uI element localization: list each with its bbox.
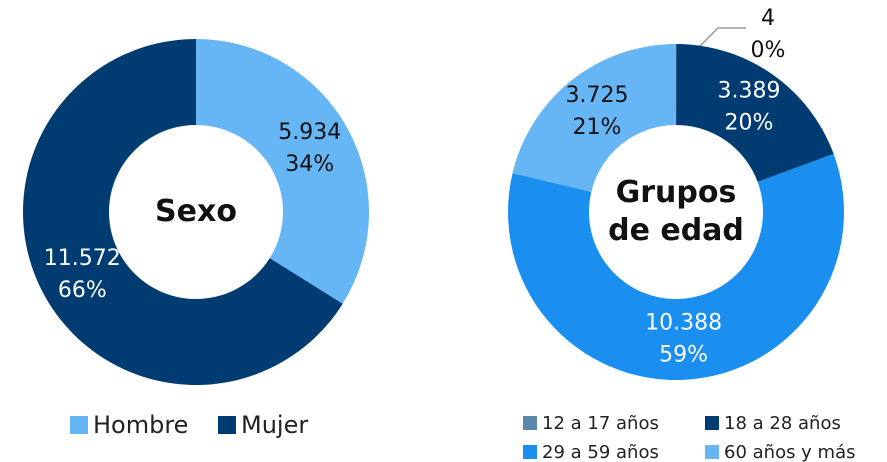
slice bbox=[512, 44, 676, 192]
legend-label: Hombre bbox=[93, 411, 188, 439]
legend-swatch bbox=[218, 416, 236, 434]
slice bbox=[508, 153, 844, 381]
value-label: 10.388 bbox=[645, 310, 722, 335]
chart-title: Grupos de edad bbox=[608, 175, 744, 248]
legend-label: 18 a 28 años bbox=[724, 413, 841, 434]
legend-label: 29 a 59 años bbox=[542, 442, 659, 462]
slice bbox=[676, 44, 834, 182]
slice bbox=[22, 39, 343, 385]
legend-swatch bbox=[523, 445, 537, 459]
legend-label: Mujer bbox=[241, 411, 308, 439]
legend-label: 60 años y más bbox=[724, 442, 856, 462]
percent-label: 34% bbox=[285, 152, 334, 177]
value-label: 11.572 bbox=[44, 246, 121, 271]
percent-label: 59% bbox=[659, 342, 708, 367]
legend-swatch bbox=[523, 416, 537, 430]
value-label: 4 bbox=[761, 6, 775, 31]
legend-label: 12 a 17 años bbox=[542, 413, 659, 434]
value-label: 5.934 bbox=[278, 120, 341, 145]
legend-swatch bbox=[70, 416, 88, 434]
value-label: 3.389 bbox=[718, 78, 781, 103]
percent-label: 66% bbox=[58, 278, 107, 303]
percent-label: 21% bbox=[573, 115, 622, 140]
legend-swatch bbox=[705, 416, 719, 430]
chart-title: Sexo bbox=[155, 194, 237, 229]
percent-label: 20% bbox=[725, 110, 774, 135]
percent-label: 0% bbox=[751, 38, 786, 63]
value-label: 3.725 bbox=[565, 83, 628, 108]
legend-swatch bbox=[705, 445, 719, 459]
slice bbox=[196, 39, 369, 304]
